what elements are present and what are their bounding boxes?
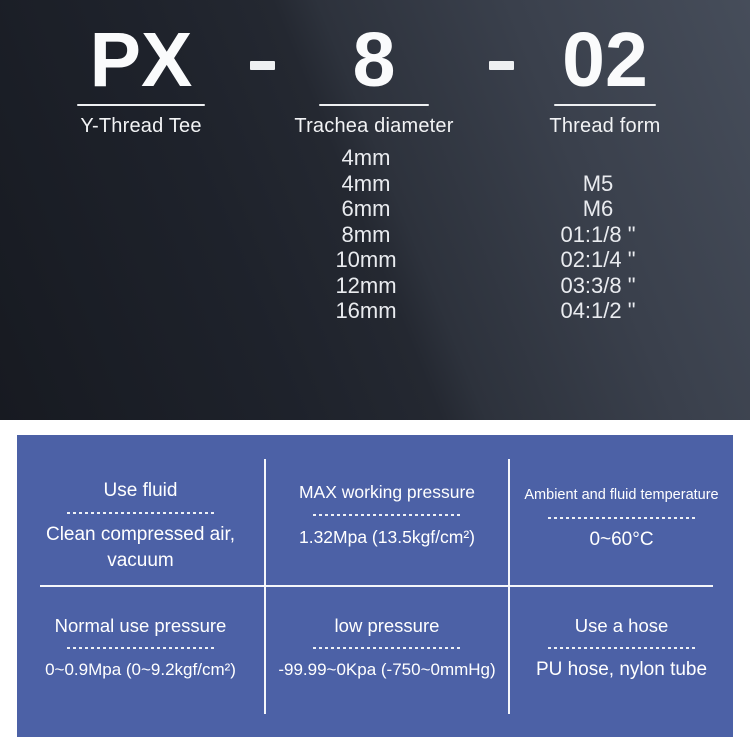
spec-cell-value: PU hose, nylon tube xyxy=(535,659,708,680)
spec-cell-header: Normal use pressure xyxy=(54,615,227,636)
dashed-divider xyxy=(547,647,696,649)
code-underline xyxy=(319,104,429,106)
option-row: 16mm 04:1/2 " xyxy=(0,298,750,324)
model-segment-thread: 02 Thread form xyxy=(517,18,693,138)
option-row: 12mm 03:3/8 " xyxy=(0,273,750,299)
spec-cell-header: Ambient and fluid temperature xyxy=(524,487,719,503)
option-row: 4mm M5 xyxy=(0,171,750,197)
column-divider-line xyxy=(264,459,266,586)
dashed-divider xyxy=(66,647,215,649)
spec-cell-value: 1.32Mpa (13.5kgf/cm²) xyxy=(298,527,476,547)
option-diameter: 16mm xyxy=(335,298,397,323)
spec-cell-value: -99.99~0Kpa (-750~0mmHg) xyxy=(278,660,496,679)
option-diameter: 4mm xyxy=(341,170,391,196)
option-row: 8mm 01:1/8 " xyxy=(0,222,750,248)
dashed-divider xyxy=(547,517,696,519)
dashed-divider xyxy=(313,647,461,649)
option-list: 4mm 4mm M5 6mm M6 8mm 01:1/8 " 10mm 02:1… xyxy=(0,145,750,324)
model-code-text: 8 xyxy=(352,17,396,103)
option-thread: 01:1/8 " xyxy=(560,221,636,247)
code-underline xyxy=(77,104,205,106)
row-divider-line xyxy=(40,585,713,587)
dashed-divider xyxy=(66,512,215,514)
spec-cell-header: Use a hose xyxy=(574,615,669,636)
option-diameter: 10mm xyxy=(335,247,397,272)
option-row: 10mm 02:1/4 " xyxy=(0,247,750,273)
model-segment-diameter: 8 Trachea diameter xyxy=(286,18,462,138)
option-thread: M5 xyxy=(582,170,614,196)
option-diameter: 4mm xyxy=(341,145,391,170)
spec-cell-max-working-pressure: MAX working pressure 1.32Mpa (13.5kgf/cm… xyxy=(266,460,508,586)
option-thread: 02:1/4 " xyxy=(560,247,636,272)
model-code-text: 02 xyxy=(562,17,648,103)
model-segment-label: Thread form xyxy=(549,115,661,137)
column-divider-line xyxy=(508,459,510,586)
model-segment-label: Y-Thread Tee xyxy=(80,115,202,137)
dashed-divider xyxy=(313,514,461,516)
spec-cell-value: 0~60°C xyxy=(589,529,654,550)
spec-cell-value: 0~0.9Mpa (0~9.2kgf/cm²) xyxy=(45,660,236,679)
option-diameter: 12mm xyxy=(335,272,397,298)
option-diameter: 6mm xyxy=(341,196,391,221)
model-code-section: PX Y-Thread Tee 8 Trachea diameter 02 Th… xyxy=(0,0,750,420)
separator-dash-icon xyxy=(489,61,514,70)
option-row: 6mm M6 xyxy=(0,196,750,222)
spec-cell-low-pressure: low pressure -99.99~0Kpa (-750~0mmHg) xyxy=(266,595,508,714)
option-thread: 04:1/2 " xyxy=(560,298,636,323)
option-diameter: 8mm xyxy=(341,221,391,247)
spec-cell-header: Use fluid xyxy=(103,480,178,501)
spec-cell-ambient-temperature: Ambient and fluid temperature 0~60°C xyxy=(510,460,733,586)
separator-dash-icon xyxy=(250,61,275,70)
column-divider-line xyxy=(264,587,266,714)
spec-cell-use-a-hose: Use a hose PU hose, nylon tube xyxy=(510,595,733,714)
model-segment-label: Trachea diameter xyxy=(294,115,454,137)
spec-cell-header: low pressure xyxy=(334,615,440,636)
spec-table: Use fluid Clean compressed air, vacuum M… xyxy=(17,435,733,737)
spec-cell-value: Clean compressed air, vacuum xyxy=(45,524,236,571)
model-code-text: PX xyxy=(89,17,193,103)
spec-cell-header: MAX working pressure xyxy=(298,482,476,502)
option-row: 4mm xyxy=(0,145,750,171)
spec-cell-use-fluid: Use fluid Clean compressed air, vacuum xyxy=(17,460,264,586)
code-underline xyxy=(554,104,656,106)
model-segment-series: PX Y-Thread Tee xyxy=(55,18,227,138)
option-thread: 03:3/8 " xyxy=(560,272,636,298)
column-divider-line xyxy=(508,587,510,714)
spec-cell-normal-use-pressure: Normal use pressure 0~0.9Mpa (0~9.2kgf/c… xyxy=(17,595,264,714)
option-thread: M6 xyxy=(582,196,614,221)
